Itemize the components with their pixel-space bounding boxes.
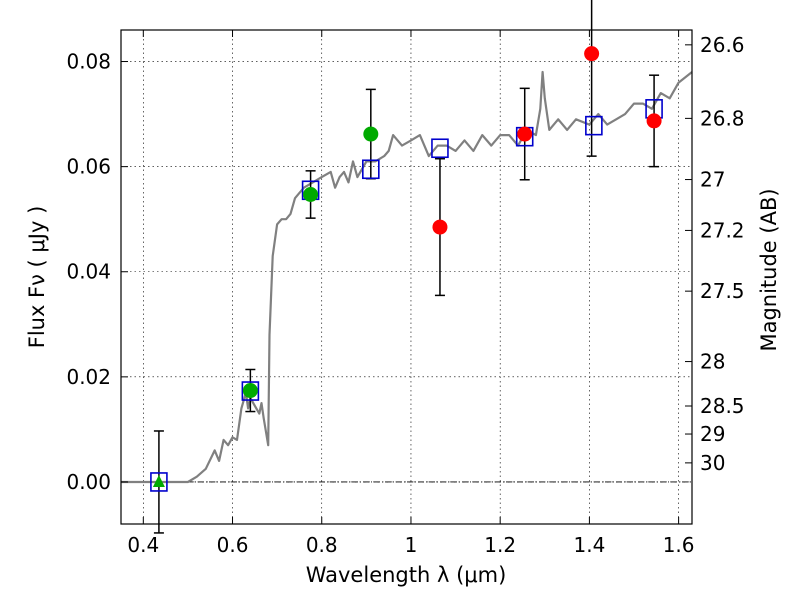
y2-tick-label: 26.6 <box>700 33 745 57</box>
x-tick-label: 0.6 <box>217 533 249 557</box>
y2-tick-label: 29 <box>700 422 725 446</box>
data-markers <box>150 46 663 492</box>
y-tick-label: 0.00 <box>66 470 111 494</box>
red-data-point <box>517 126 533 142</box>
red-data-point <box>432 219 448 235</box>
x-tick-label: 0.8 <box>306 533 338 557</box>
upper-limit-triangle <box>152 474 165 487</box>
y2-tick-label: 28.5 <box>700 394 745 418</box>
y2-tick-label: 26.8 <box>700 106 745 130</box>
tick-labels: 0.4 0.6 0.8 1 1.2 1.4 1.6 0.00 0.02 0.04 0.06 0.08 2… <box>66 33 744 557</box>
red-data-point <box>646 113 662 129</box>
green-data-point <box>363 126 379 142</box>
y-tick-label: 0.02 <box>66 365 111 389</box>
y2-tick-label: 27.5 <box>700 279 745 303</box>
green-data-point <box>303 186 319 202</box>
y-tick-label: 0.04 <box>66 260 111 284</box>
y2-tick-label: 27 <box>700 168 725 192</box>
x-axis-label: Wavelength λ (μm) <box>306 563 507 587</box>
red-data-point <box>584 46 600 62</box>
x-tick-label: 1.2 <box>484 533 516 557</box>
model-flux-square <box>431 138 449 159</box>
y-axis-label: Flux Fν ( μJy ) <box>25 206 49 349</box>
error-bars <box>153 0 660 534</box>
y2-tick-label: 28 <box>700 350 725 374</box>
x-tick-label: 1.4 <box>573 533 605 557</box>
y-tick-label: 0.08 <box>66 50 111 74</box>
model-flux-square <box>585 115 603 136</box>
model-flux-square <box>150 472 168 492</box>
x-tick-label: 1.6 <box>663 533 695 557</box>
y2-axis-label: Magnitude (AB) <box>757 188 781 351</box>
model-flux-square <box>362 159 380 180</box>
grid <box>121 30 692 524</box>
y2-tick-label: 27.2 <box>700 218 745 242</box>
y-tick-label: 0.06 <box>66 155 111 179</box>
axis-ticks <box>121 30 692 524</box>
green-data-point <box>242 383 258 399</box>
plot-frame <box>120 29 693 525</box>
model-flux-square <box>241 381 260 401</box>
y2-tick-label: 30 <box>700 451 725 475</box>
x-tick-label: 0.4 <box>127 533 159 557</box>
x-tick-label: 1 <box>405 533 418 557</box>
